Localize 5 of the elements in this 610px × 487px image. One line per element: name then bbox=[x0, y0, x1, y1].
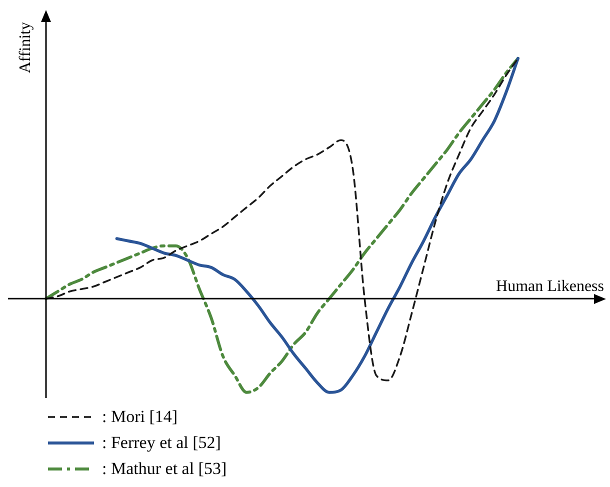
legend-label: : Mathur et al [53] bbox=[102, 459, 227, 479]
x-axis-title: Human Likeness bbox=[496, 278, 604, 295]
y-axis-title: Affinity bbox=[17, 22, 34, 74]
legend-label: : Mori [14] bbox=[102, 407, 178, 427]
legend-label: : Ferrey et al [52] bbox=[102, 433, 221, 453]
